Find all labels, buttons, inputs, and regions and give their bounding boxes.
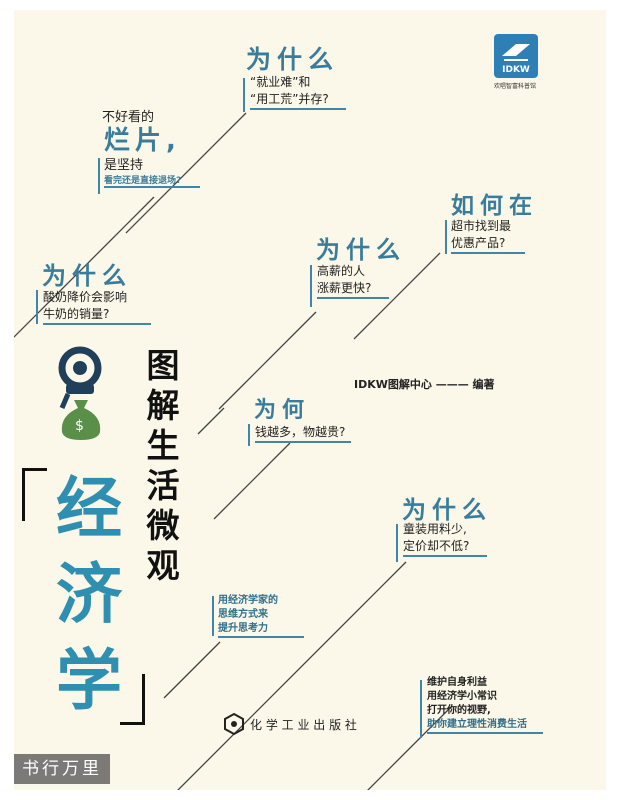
press-logo-icon — [222, 712, 246, 736]
diagonal-lines — [14, 112, 453, 790]
author: IDKW图解中心 ——— 编著 — [354, 378, 495, 391]
q6-head: 为何 — [254, 398, 311, 423]
logo-caption: 欢唱智富科普馆 — [494, 83, 537, 90]
q3-text: 超市找到最 优惠产品? — [451, 218, 525, 254]
slogan: 用经济学家的 思维方式来 提升思考力 — [218, 594, 304, 638]
q1-head: 为什么 — [246, 45, 340, 74]
subject-title: 经 济 学 — [56, 470, 122, 719]
close-bracket — [120, 674, 145, 725]
q2-intro: 不好看的 — [102, 110, 155, 125]
promo: 维护自身利益 用经济学小常识 打开你的视野, 助你建立理性消费生活 — [427, 676, 543, 734]
q7-head: 为什么 — [402, 496, 492, 524]
q4-head: 为什么 — [316, 236, 406, 264]
q2-text: 是坚持 看完还是直接退场? — [104, 154, 200, 188]
watermark: 书行万里 — [14, 754, 110, 784]
book-cover: IDKW 欢唱智富科普馆 为什么 “就业难”和 “用工荒”并存? 不好看的 烂片… — [14, 10, 606, 790]
binoculars-icon — [54, 344, 106, 424]
q7-text: 童装用料少, 定价却不低? — [403, 521, 487, 557]
q6-text: 钱越多，物越贵? — [255, 424, 351, 443]
open-bracket — [22, 468, 47, 521]
main-title: 图解生活微观 — [146, 346, 180, 585]
svg-text:$: $ — [75, 418, 84, 434]
logo-abbr: IDKW — [502, 65, 530, 75]
q5-text: 酸奶降价会影响 牛奶的销量? — [43, 289, 151, 325]
money-bag-icon: $ — [56, 394, 106, 442]
q2-big: 烂片, — [104, 126, 181, 156]
press-name: 化 学 工 业 出 版 社 — [250, 718, 357, 732]
idkw-logo-icon: IDKW — [494, 34, 538, 78]
q1-text: “就业难”和 “用工荒”并存? — [250, 74, 346, 110]
q4-text: 高薪的人 涨薪更快? — [317, 263, 389, 299]
q5-head: 为什么 — [42, 262, 132, 290]
q3-head: 如何在 — [451, 193, 538, 219]
publisher-logo: IDKW 欢唱智富科普馆 — [494, 34, 542, 92]
